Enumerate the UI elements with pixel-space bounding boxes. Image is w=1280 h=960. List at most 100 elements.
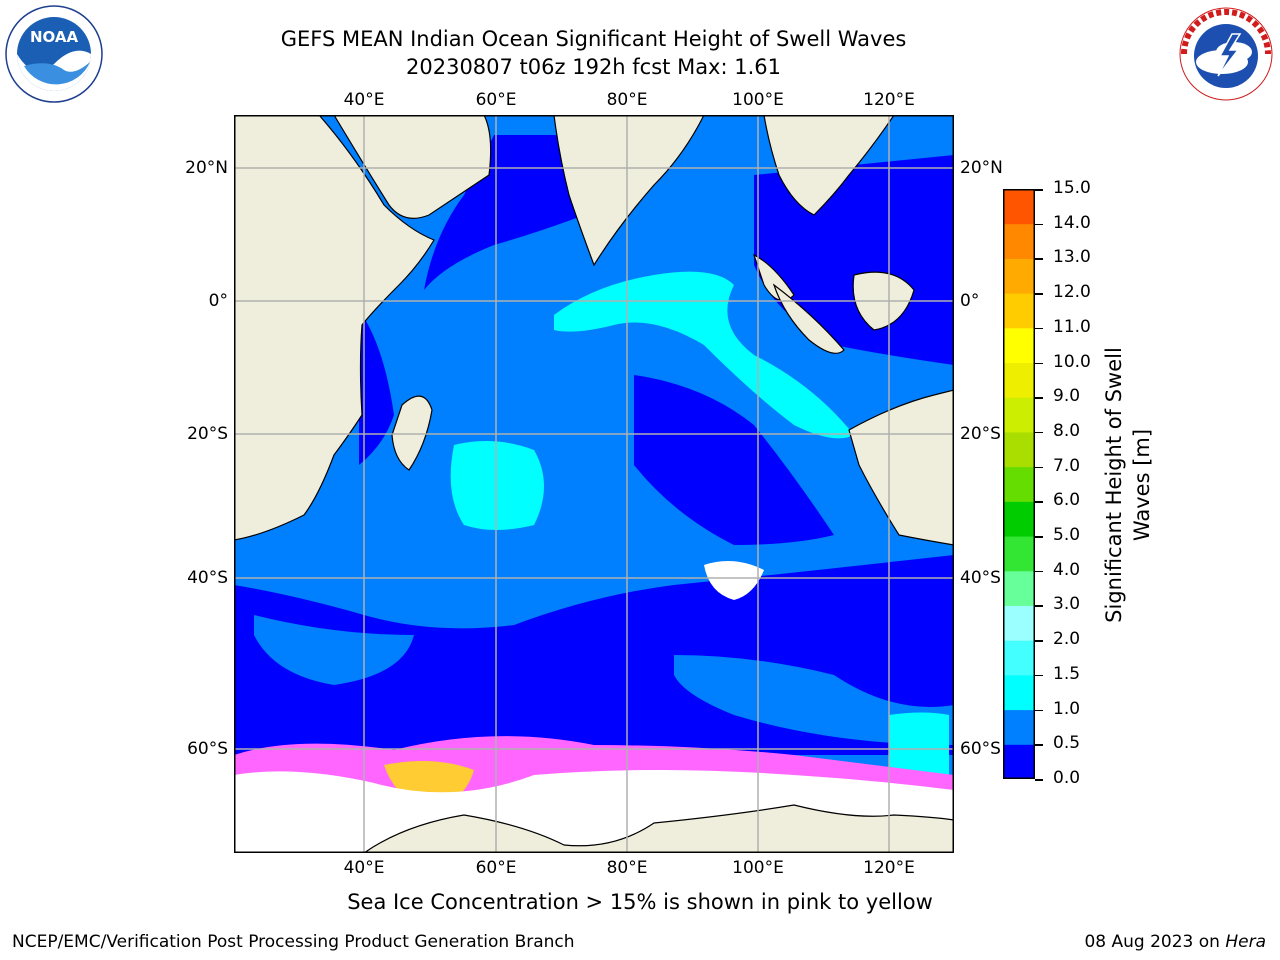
colorbar-segment: [1003, 397, 1035, 433]
colorbar-tick-label: 5.0: [1053, 525, 1081, 546]
colorbar-segment: [1003, 362, 1035, 398]
map-title: GEFS MEAN Indian Ocean Significant Heigh…: [280, 27, 907, 51]
colorbar-tick-mark: [1035, 674, 1043, 677]
colorbar-tick-mark: [1035, 744, 1043, 746]
colorbar-segment: [1003, 501, 1035, 537]
colorbar-tick-mark: [1035, 397, 1043, 399]
colorbar-tick-mark: [1035, 223, 1043, 226]
map-canvas: [234, 115, 954, 853]
colorbar-segment: [1003, 674, 1035, 711]
noaa-logo-text: NOAA: [30, 28, 79, 46]
colorbar-segment: [1003, 431, 1035, 468]
colorbar-segment: [1003, 709, 1035, 745]
lat-label-left: 40°S: [187, 568, 228, 588]
lon-label-top: 60°E: [475, 90, 517, 110]
lon-label-bottom: 80°E: [606, 858, 648, 878]
lat-label-left: 60°S: [187, 739, 228, 759]
footer-credit: NCEP/EMC/Verification Post Processing Pr…: [12, 932, 575, 952]
land-arabia: [333, 115, 492, 219]
lat-label-left: 0°: [208, 291, 228, 311]
lon-label-bottom: 100°E: [732, 858, 784, 878]
colorbar-tick-label: 10.0: [1053, 351, 1091, 372]
graticule: [234, 115, 954, 853]
colorbar-tick-mark: [1035, 709, 1043, 712]
colorbar-tick-label: 7.0: [1053, 455, 1081, 476]
colorbar-tick-label: 0.0: [1053, 768, 1081, 788]
colorbar-segment: [1003, 466, 1035, 502]
swell-mid-patch: [254, 615, 414, 685]
lat-label-left: 20°N: [185, 158, 228, 178]
colorbar-tick-mark: [1035, 258, 1043, 260]
swell-high-region: [889, 712, 949, 775]
map-panel: [234, 115, 954, 853]
colorbar-tick-mark: [1035, 536, 1043, 538]
colorbar-tick-label: 1.5: [1053, 663, 1081, 684]
lat-label-right: 60°S: [960, 739, 1001, 759]
colorbar-tick-label: 4.0: [1053, 559, 1081, 580]
colorbar-tick-label: 2.0: [1053, 629, 1081, 650]
colorbar-tick-label: 12.0: [1053, 282, 1091, 303]
colorbar-tick-mark: [1035, 570, 1043, 573]
colorbar: [1003, 189, 1035, 779]
colorbar-tick-label: 14.0: [1053, 212, 1091, 233]
swell-low-region: [359, 310, 394, 465]
colorbar-tick-label: 13.0: [1053, 247, 1091, 268]
colorbar-tick-label: 0.5: [1053, 733, 1081, 754]
colorbar-tick-mark: [1035, 605, 1043, 607]
colorbar-segment: [1003, 258, 1035, 294]
land-australia: [848, 389, 954, 546]
colorbar-tick-label: 9.0: [1053, 386, 1081, 407]
colorbar-tick-mark: [1035, 327, 1043, 330]
lon-label-bottom: 60°E: [475, 858, 517, 878]
lon-label-top: 100°E: [732, 90, 784, 110]
colorbar-tick-label: 3.0: [1053, 594, 1081, 615]
swell-high-region: [450, 441, 544, 530]
colorbar-segment: [1003, 536, 1035, 572]
colorbar-segment: [1003, 744, 1035, 779]
map-frame: [234, 115, 954, 853]
no-data-patch: [704, 561, 764, 600]
lon-label-bottom: 120°E: [863, 858, 915, 878]
lat-label-left: 20°S: [187, 424, 228, 444]
colorbar-tick-mark: [1035, 293, 1043, 295]
colorbar-segment: [1003, 640, 1035, 676]
footer-host: Hera: [1225, 932, 1266, 952]
colorbar-segment: [1003, 223, 1035, 259]
lon-label-top: 80°E: [606, 90, 648, 110]
colorbar-tick-label: 6.0: [1053, 490, 1081, 511]
colorbar-segment: [1003, 327, 1035, 364]
lat-label-right: 20°N: [960, 158, 1003, 178]
noaa-logo: NOAA: [4, 4, 104, 104]
lon-label-top: 40°E: [343, 90, 385, 110]
colorbar-segment: [1003, 293, 1035, 329]
swell-high-region: [554, 271, 854, 439]
lon-label-top: 120°E: [863, 90, 915, 110]
colorbar-tick-mark: [1035, 431, 1043, 434]
colorbar-tick-mark: [1035, 779, 1043, 781]
colorbar-tick-mark: [1035, 466, 1043, 469]
map-subtitle: 20230807 t06z 192h fcst Max: 1.61: [406, 55, 781, 79]
colorbar-segment: [1003, 605, 1035, 641]
colorbar-segment: [1003, 570, 1035, 606]
lon-label-bottom: 40°E: [343, 858, 385, 878]
lat-label-right: 40°S: [960, 568, 1001, 588]
footer-date: 08 Aug 2023 on Hera: [1084, 932, 1266, 952]
colorbar-segment: [1003, 189, 1035, 225]
land-sumatra: [772, 283, 845, 354]
lat-label-right: 0°: [960, 291, 980, 311]
colorbar-tick-mark: [1035, 501, 1043, 503]
land-madagascar: [391, 395, 433, 471]
colorbar-tick-label: 15.0: [1053, 178, 1091, 198]
colorbar-tick-label: 1.0: [1053, 698, 1081, 719]
colorbar-title: Significant Height of Swell Waves [m]: [1102, 347, 1154, 623]
land-malaysia: [752, 253, 795, 302]
colorbar-tick-label: 8.0: [1053, 420, 1081, 441]
land-antarctica: [362, 804, 954, 853]
land-india: [553, 115, 705, 267]
colorbar-tick-label: 11.0: [1053, 316, 1091, 337]
nws-logo: [1176, 4, 1276, 104]
swell-low-region: [634, 375, 834, 545]
land-se-asia: [763, 115, 895, 216]
colorbar-frame: [1003, 189, 1035, 779]
colorbar-tick-mark: [1035, 640, 1043, 642]
